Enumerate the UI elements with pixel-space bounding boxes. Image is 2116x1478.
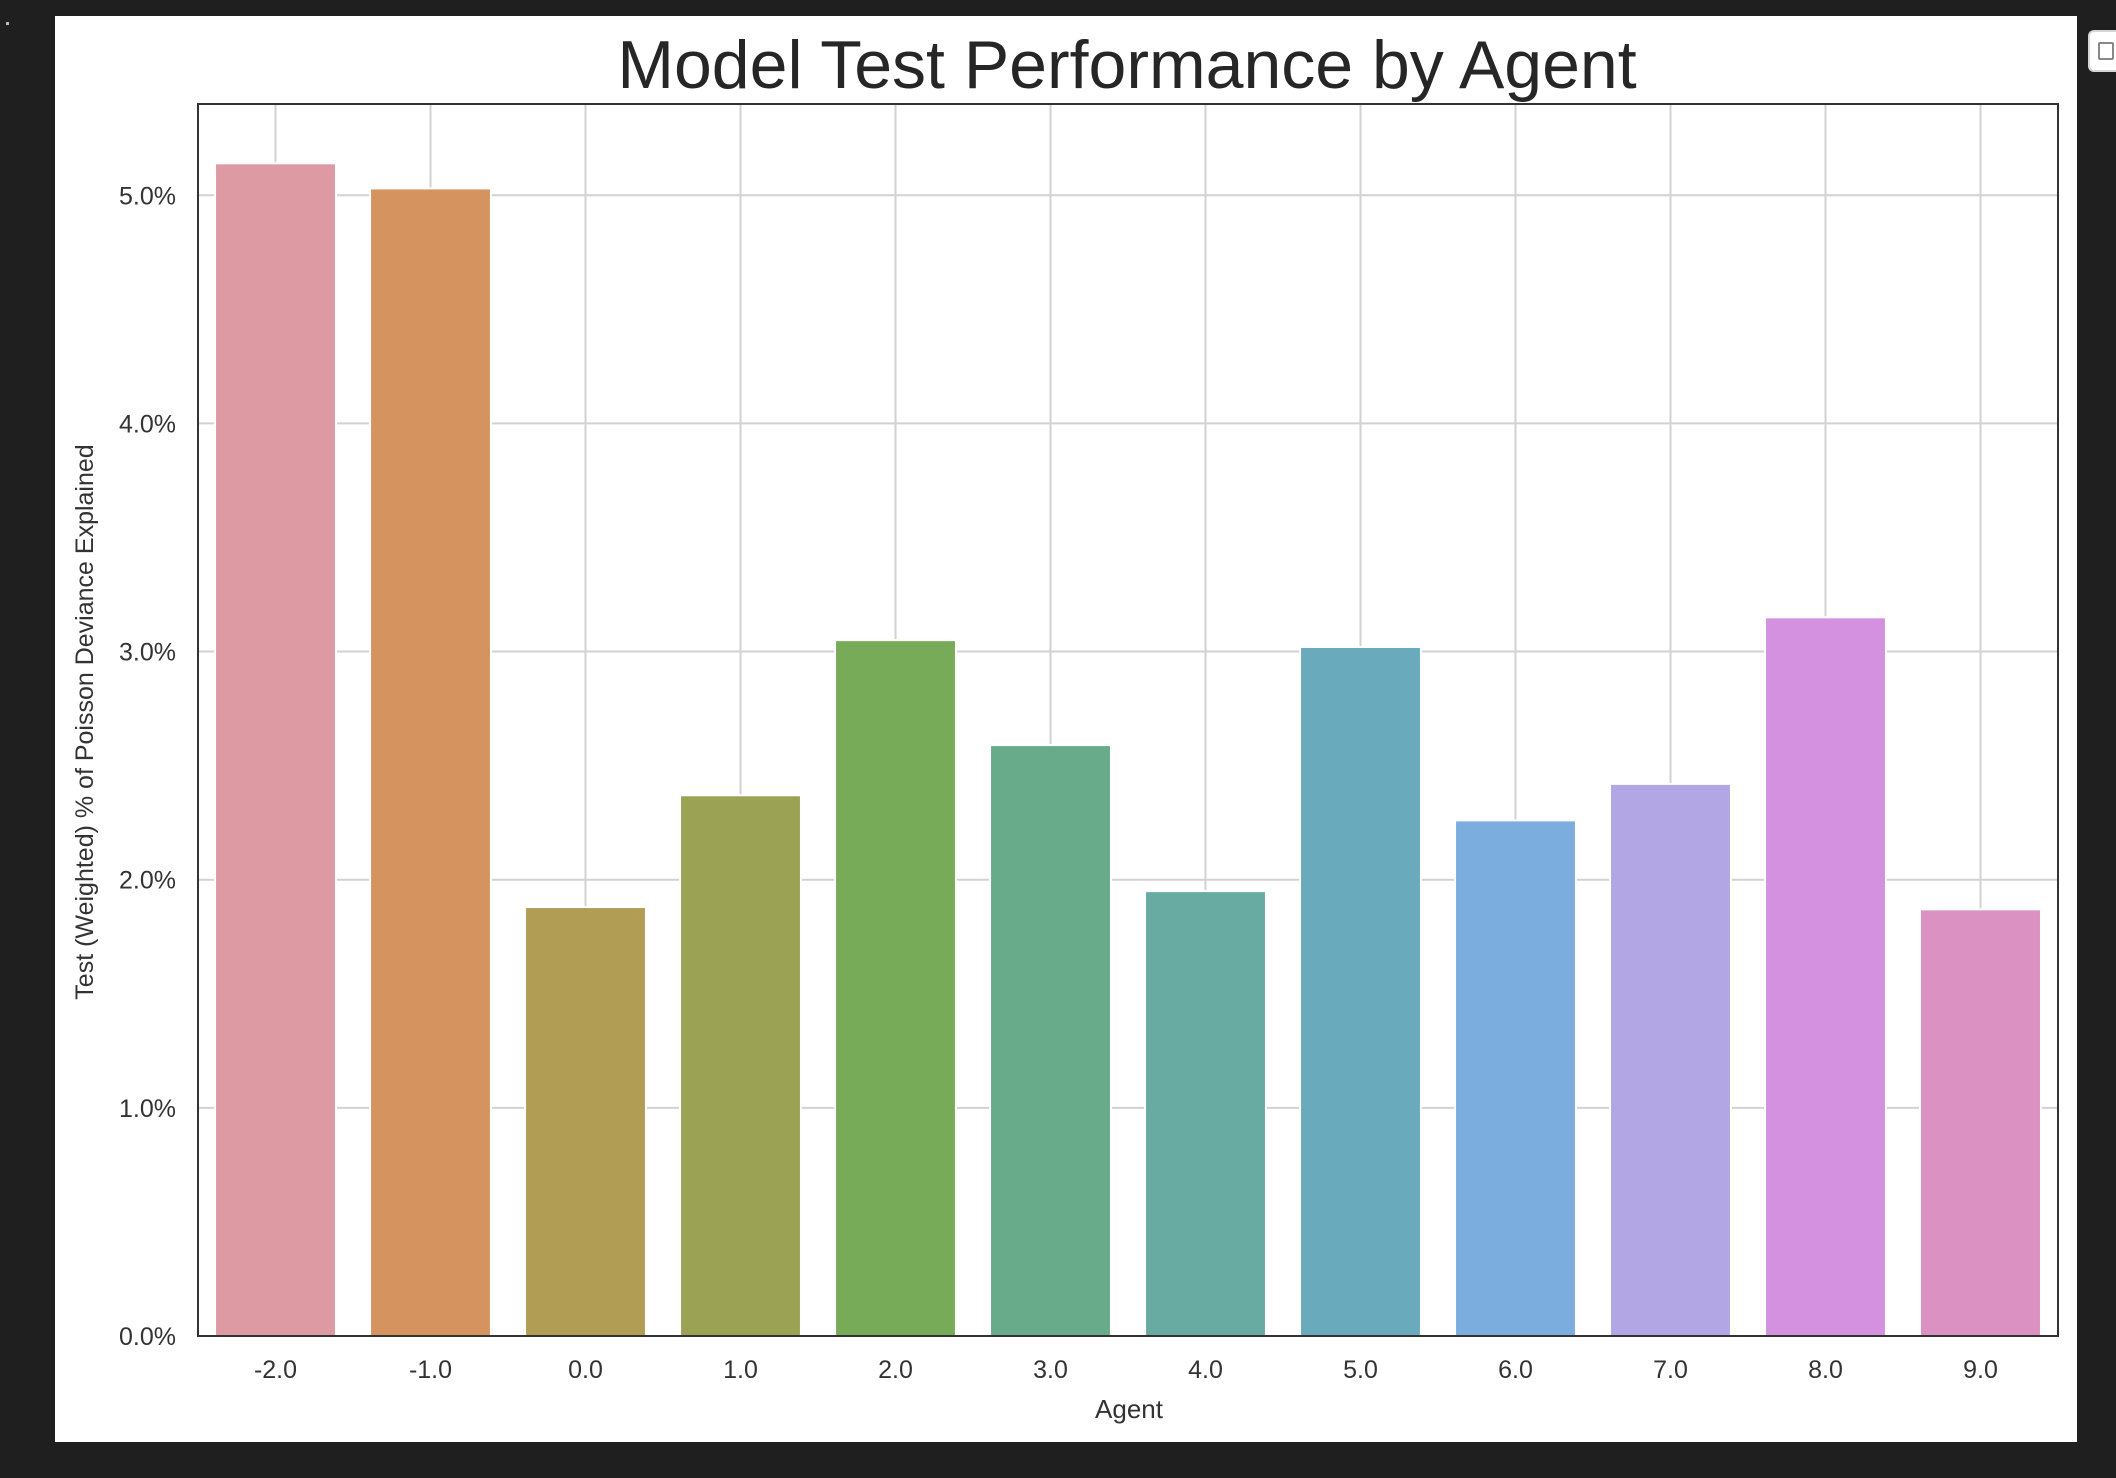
y-axis-label: Test (Weighted) % of Poisson Deviance Ex…: [71, 444, 99, 999]
corner-marker: [6, 22, 9, 25]
bar-6.0: [1454, 819, 1577, 1337]
copy-button[interactable]: [2088, 30, 2116, 72]
x-tick-label: 8.0: [1808, 1356, 1843, 1384]
x-tick-label: -2.0: [254, 1356, 297, 1384]
bar--1.0: [369, 187, 492, 1338]
bar-7.0: [1609, 782, 1732, 1337]
y-tick-label: 4.0%: [119, 410, 176, 438]
x-tick-label: 0.0: [568, 1356, 603, 1384]
y-tick-label: 1.0%: [119, 1095, 176, 1123]
x-tick-label: 2.0: [878, 1356, 913, 1384]
copy-icon: [2098, 42, 2114, 60]
bar-9.0: [1919, 908, 2042, 1337]
bar-8.0: [1764, 616, 1887, 1337]
x-axis-ticks: -2.0 -1.0 0.0 1.0 2.0 3.0 4.0 5.0 6.0 7.0 8.0 9.0: [254, 1356, 1998, 1384]
x-tick-label: 1.0: [723, 1356, 758, 1384]
y-tick-label: 2.0%: [119, 867, 176, 895]
bars: [214, 162, 2042, 1338]
x-tick-label: 5.0: [1343, 1356, 1378, 1384]
y-tick-label: 3.0%: [119, 639, 176, 667]
plot-border: [197, 103, 2059, 1337]
x-axis-label: Agent: [1095, 1394, 1164, 1424]
bar-1.0: [679, 794, 802, 1337]
x-tick-label: 7.0: [1653, 1356, 1688, 1384]
bar-3.0: [989, 744, 1112, 1337]
bar-2.0: [834, 639, 957, 1337]
chart-title: Model Test Performance by Agent: [617, 27, 1636, 103]
x-tick-label: 9.0: [1963, 1356, 1998, 1384]
x-tick-label: 3.0: [1033, 1356, 1068, 1384]
x-tick-label: 6.0: [1498, 1356, 1533, 1384]
y-tick-label: 0.0%: [119, 1323, 176, 1351]
y-axis-ticks: 0.0% 1.0% 2.0% 3.0% 4.0% 5.0%: [119, 182, 176, 1351]
bar--2.0: [214, 162, 337, 1338]
x-tick-label: -1.0: [409, 1356, 452, 1384]
bar-0.0: [524, 906, 647, 1337]
x-tick-label: 4.0: [1188, 1356, 1223, 1384]
y-tick-label: 5.0%: [119, 182, 176, 210]
bar-4.0: [1144, 890, 1267, 1337]
bar-5.0: [1299, 645, 1422, 1337]
